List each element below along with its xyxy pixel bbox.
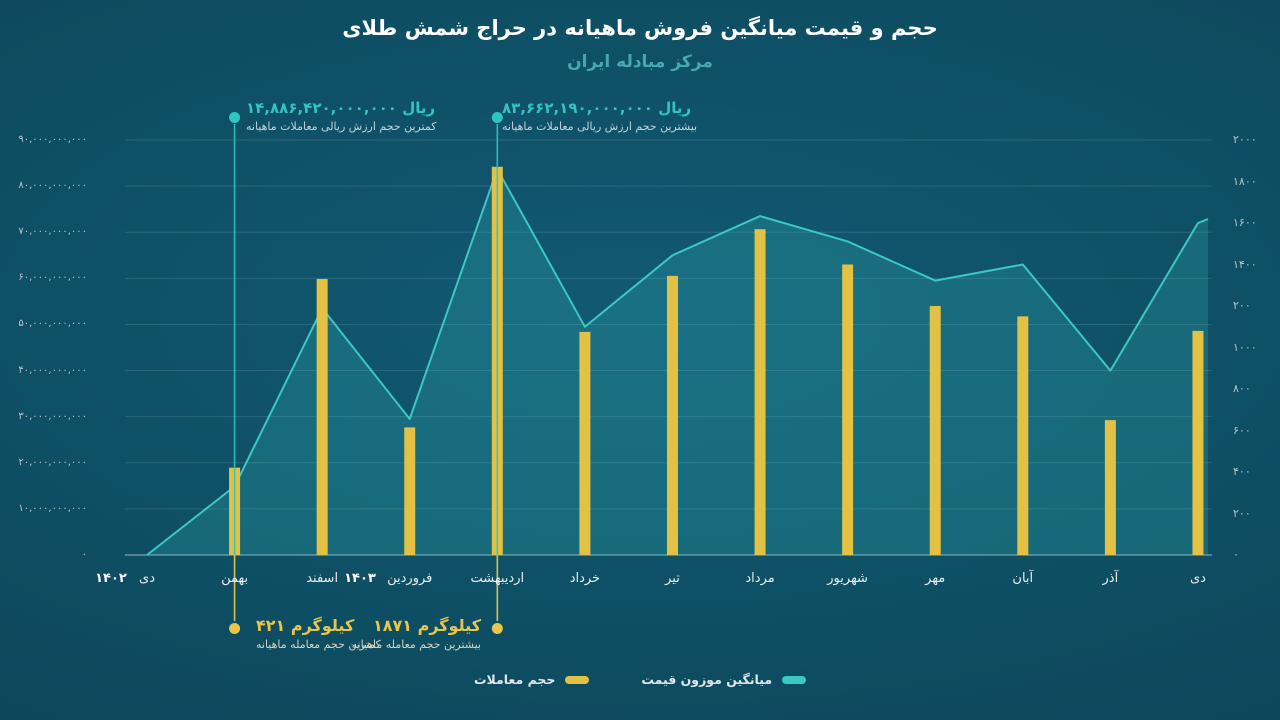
x-label-دی-0: دی <box>139 571 155 586</box>
right-axis-tick: ۶۰۰ <box>1233 423 1251 437</box>
bar-مرداد-7 <box>754 229 766 555</box>
left-axis-tick: ۵۰,۰۰۰,۰۰۰,۰۰۰ <box>18 318 87 330</box>
right-axis-tick: ۸۰۰ <box>1233 382 1251 395</box>
x-year-۱۴۰۳: ۱۴۰۳ <box>344 571 376 586</box>
right-axis-tick: ۲۰۰ <box>1233 299 1251 312</box>
right-axis-tick: ۲۰۰ <box>1233 506 1251 520</box>
left-axis-tick: ۰ <box>81 549 87 560</box>
left-axis-tick: ۹۰,۰۰۰,۰۰۰,۰۰۰ <box>18 134 87 145</box>
marker-dot-gold <box>491 623 503 634</box>
bar-اسفند-2 <box>316 279 328 555</box>
annotation-lowest-volume: ۴۲۱ کیلوگرم کمترین حجم معامله ماهیانه <box>256 617 381 652</box>
marker-dot-gold <box>229 623 241 634</box>
x-label-اردیبهشت-4: اردیبهشت <box>470 571 525 586</box>
left-axis-tick: ۳۰,۰۰۰,۰۰۰,۰۰۰ <box>18 410 87 422</box>
left-axis-tick: ۶۰,۰۰۰,۰۰۰,۰۰۰ <box>18 272 87 284</box>
bar-فروردین-3 <box>404 427 416 555</box>
right-axis-tick: ۴۰۰ <box>1233 465 1251 478</box>
annotation-value: ۱۸۷۱ کیلوگرم <box>372 616 481 635</box>
legend: حجم معاملات میانگین موزون قیمت <box>0 672 1280 687</box>
legend-label-volume: حجم معاملات <box>473 672 556 687</box>
x-label-آبان-10: آبان <box>1012 571 1034 586</box>
legend-swatch-price <box>782 675 807 684</box>
legend-item-volume: حجم معاملات <box>473 672 590 687</box>
page-subtitle: مرکز مبادله ایران <box>567 52 713 72</box>
annotation-highest-volume: ۱۸۷۱ کیلوگرم بیشترین حجم معامله ماهیانه <box>352 617 481 652</box>
page-title: حجم و قیمت میانگین فروش ماهیانه در حراج … <box>342 16 938 40</box>
legend-item-price: میانگین موزون قیمت <box>641 672 807 687</box>
left-axis-tick: ۴۰,۰۰۰,۰۰۰,۰۰۰ <box>18 364 87 376</box>
x-label-شهریور-8: شهریور <box>827 571 868 586</box>
price-area-line <box>146 168 1209 556</box>
x-label-مهر-9: مهر <box>925 571 946 586</box>
annotation-value: ۱۴,۸۸۶,۴۲۰,۰۰۰,۰۰۰ ریال <box>246 99 436 117</box>
right-axis-tick: ۱۶۰۰ <box>1233 216 1257 229</box>
right-axis-tick: ۲۰۰۰ <box>1233 133 1257 146</box>
bar-شهریور-8 <box>842 264 854 555</box>
bar-دی-12 <box>1192 330 1204 555</box>
annotation-label: بیشترین حجم ارزش ریالی معاملات ماهیانه <box>502 120 698 133</box>
right-axis-tick: ۱۸۰۰ <box>1233 174 1257 188</box>
bar-مهر-9 <box>929 306 941 555</box>
bar-تیر-6 <box>666 275 678 555</box>
x-year-۱۴۰۲: ۱۴۰۲ <box>95 571 127 586</box>
x-label-فروردین-3: فروردین <box>387 571 433 586</box>
marker-dot-teal <box>229 112 241 123</box>
left-axis-tick: ۷۰,۰۰۰,۰۰۰,۰۰۰ <box>18 226 87 238</box>
x-label-دی-12: دی <box>1189 571 1206 586</box>
annotation-label: بیشترین حجم معامله ماهیانه <box>351 638 481 651</box>
annotation-value: ۸۳,۶۶۲,۱۹۰,۰۰۰,۰۰۰ ریال <box>502 99 692 117</box>
legend-swatch-volume <box>565 675 590 684</box>
right-axis-tick: ۰ <box>1233 548 1239 561</box>
annotation-label: کمترین حجم ارزش ریالی معاملات ماهیانه <box>246 120 437 133</box>
x-label-اسفند-2: اسفند <box>306 571 339 586</box>
bar-آذر-11 <box>1104 420 1116 555</box>
x-label-آذر-11: آذر <box>1102 571 1119 586</box>
x-label-مرداد-7: مرداد <box>745 571 775 586</box>
left-axis-tick: ۸۰,۰۰۰,۰۰۰,۰۰۰ <box>18 180 87 192</box>
left-axis-tick: ۱۰,۰۰۰,۰۰۰,۰۰۰ <box>18 502 87 514</box>
x-label-بهمن-1: بهمن <box>221 571 249 586</box>
left-axis-tick: ۲۰,۰۰۰,۰۰۰,۰۰۰ <box>18 456 87 468</box>
right-axis-tick: ۱۰۰۰ <box>1233 340 1257 354</box>
bar-خرداد-5 <box>579 331 591 555</box>
x-label-خرداد-5: خرداد <box>569 571 601 586</box>
annotation-value: ۴۲۱ کیلوگرم <box>256 616 355 635</box>
right-axis-tick: ۱۴۰۰ <box>1233 257 1257 271</box>
annotation-highest-rial-value: ۸۳,۶۶۲,۱۹۰,۰۰۰,۰۰۰ ریال بیشترین حجم ارزش… <box>502 99 697 134</box>
annotation-lowest-rial-value: ۱۴,۸۸۶,۴۲۰,۰۰۰,۰۰۰ ریال کمترین حجم ارزش … <box>246 99 437 134</box>
x-label-تیر-6: تیر <box>665 571 680 586</box>
legend-label-price: میانگین موزون قیمت <box>641 672 773 687</box>
bar-آبان-10 <box>1017 316 1029 555</box>
marker-dot-teal <box>491 112 503 123</box>
annotation-label: کمترین حجم معامله ماهیانه <box>256 638 381 651</box>
